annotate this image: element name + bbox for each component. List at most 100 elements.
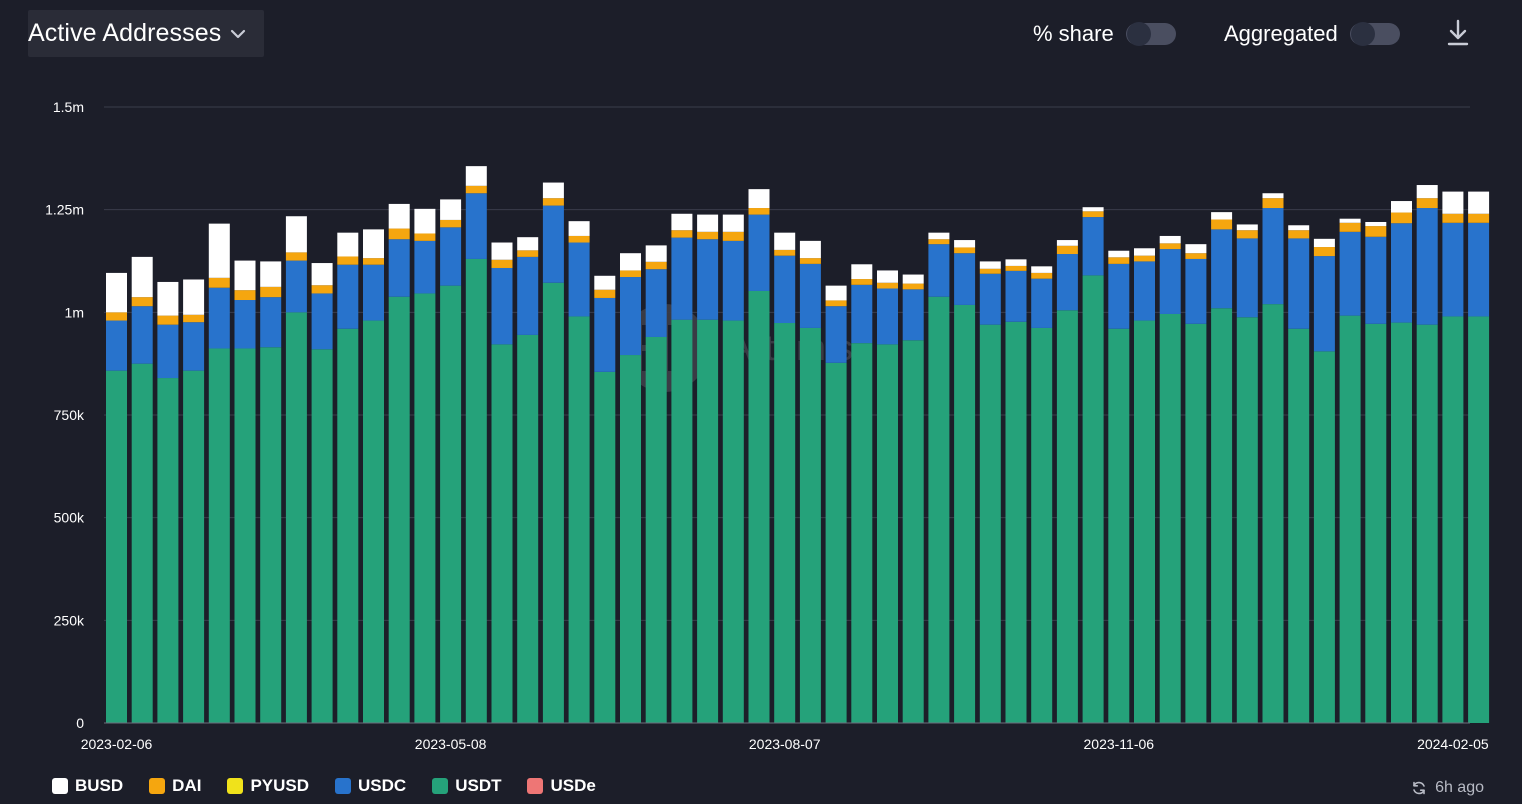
legend-item-pyusd[interactable]: PYUSD [227, 776, 309, 796]
bar-segment-dai[interactable] [285, 252, 307, 261]
bar-segment-usdc[interactable] [954, 253, 976, 305]
bar-segment-dai[interactable] [748, 208, 770, 215]
bar-segment-busd[interactable] [337, 232, 359, 257]
bar-segment-usdt[interactable] [1468, 316, 1490, 723]
bar-segment-usdc[interactable] [542, 205, 564, 283]
bar-segment-dai[interactable] [1236, 230, 1258, 239]
bar-segment-busd[interactable] [311, 263, 333, 286]
bar-segment-usdc[interactable] [285, 260, 307, 313]
bar-segment-busd[interactable] [157, 281, 179, 316]
bar-segment-dai[interactable] [825, 300, 847, 307]
bar-segment-dai[interactable] [414, 233, 436, 241]
bar-segment-busd[interactable] [1236, 224, 1258, 231]
bar-segment-busd[interactable] [877, 270, 898, 283]
bar-segment-usdt[interactable] [1134, 320, 1155, 723]
bar-segment-busd[interactable] [388, 203, 410, 229]
bar-segment-busd[interactable] [620, 253, 641, 271]
bar-segment-dai[interactable] [594, 289, 616, 298]
bar-segment-busd[interactable] [1313, 238, 1335, 248]
bar-segment-dai[interactable] [1262, 198, 1284, 209]
bar-segment-usdt[interactable] [1108, 328, 1130, 723]
bar-segment-usdt[interactable] [1416, 324, 1438, 723]
bar-segment-dai[interactable] [774, 249, 796, 256]
bar-segment-usdt[interactable] [1082, 275, 1104, 723]
legend-item-busd[interactable]: BUSD [52, 776, 123, 796]
bar-segment-dai[interactable] [645, 261, 667, 270]
bar-segment-busd[interactable] [1082, 207, 1104, 212]
bar-segment-usdt[interactable] [1442, 316, 1464, 723]
bar-segment-usdc[interactable] [234, 300, 256, 349]
bar-segment-usdc[interactable] [697, 239, 719, 320]
bar-segment-usdc[interactable] [902, 289, 924, 341]
bar-segment-dai[interactable] [106, 312, 127, 321]
bar-segment-dai[interactable] [877, 282, 898, 289]
bar-segment-busd[interactable] [1416, 185, 1438, 199]
bar-segment-dai[interactable] [1313, 247, 1335, 257]
bar-segment-usdc[interactable] [825, 306, 847, 363]
bar-segment-usdt[interactable] [106, 370, 127, 723]
bar-segment-usdt[interactable] [851, 343, 873, 723]
bar-segment-dai[interactable] [851, 279, 873, 285]
bar-segment-busd[interactable] [1262, 193, 1284, 199]
bar-segment-busd[interactable] [260, 261, 282, 287]
bar-segment-busd[interactable] [131, 256, 153, 298]
bar-segment-busd[interactable] [851, 264, 873, 280]
bar-segment-usdc[interactable] [440, 227, 462, 286]
bar-segment-usdt[interactable] [1262, 304, 1284, 723]
bar-segment-busd[interactable] [414, 208, 436, 234]
bar-segment-busd[interactable] [1442, 191, 1464, 214]
bar-segment-busd[interactable] [1391, 201, 1412, 213]
bar-segment-usdc[interactable] [1185, 258, 1207, 324]
bar-segment-dai[interactable] [902, 283, 924, 290]
bar-segment-usdc[interactable] [851, 284, 873, 344]
bar-segment-dai[interactable] [1108, 257, 1130, 264]
bar-segment-busd[interactable] [799, 240, 821, 259]
bar-segment-dai[interactable] [1442, 213, 1464, 223]
bar-segment-usdt[interactable] [697, 319, 719, 723]
bar-segment-usdc[interactable] [594, 297, 616, 372]
bar-segment-usdc[interactable] [1236, 238, 1258, 318]
bar-segment-usdt[interactable] [1031, 327, 1053, 723]
bar-segment-busd[interactable] [697, 214, 719, 232]
bar-segment-usdc[interactable] [1159, 249, 1181, 314]
bar-segment-busd[interactable] [1159, 235, 1181, 244]
bar-segment-usdt[interactable] [491, 344, 513, 723]
bar-segment-usdc[interactable] [722, 240, 744, 321]
bar-segment-busd[interactable] [285, 216, 307, 253]
bar-segment-usdt[interactable] [1391, 322, 1412, 723]
bar-segment-dai[interactable] [157, 315, 179, 325]
bar-segment-usdt[interactable] [979, 324, 1001, 723]
bar-segment-busd[interactable] [1031, 266, 1053, 273]
bar-segment-busd[interactable] [363, 229, 384, 259]
bar-segment-usdc[interactable] [1056, 254, 1078, 311]
bar-segment-busd[interactable] [722, 214, 744, 232]
bar-segment-busd[interactable] [1185, 244, 1207, 254]
bar-segment-dai[interactable] [1185, 253, 1207, 259]
bar-segment-usdt[interactable] [285, 312, 307, 723]
bar-segment-busd[interactable] [234, 260, 256, 291]
bar-segment-dai[interactable] [337, 256, 359, 265]
bar-segment-dai[interactable] [954, 247, 976, 254]
bar-segment-usdc[interactable] [106, 320, 127, 371]
bar-segment-dai[interactable] [183, 314, 205, 323]
bar-segment-busd[interactable] [1056, 240, 1078, 246]
bar-segment-dai[interactable] [234, 290, 256, 301]
bar-segment-usdc[interactable] [183, 322, 205, 371]
bar-segment-usdt[interactable] [542, 282, 564, 723]
legend-item-usdt[interactable]: USDT [432, 776, 501, 796]
legend-item-usdc[interactable]: USDC [335, 776, 406, 796]
bar-segment-busd[interactable] [902, 274, 924, 284]
bar-segment-usdt[interactable] [311, 349, 333, 723]
bar-segment-busd[interactable] [1365, 221, 1387, 227]
bar-segment-busd[interactable] [1339, 218, 1361, 223]
bar-segment-dai[interactable] [1339, 222, 1361, 232]
bar-segment-usdt[interactable] [440, 285, 462, 723]
bar-segment-dai[interactable] [1134, 255, 1155, 262]
bar-segment-usdc[interactable] [363, 264, 384, 321]
bar-segment-busd[interactable] [774, 232, 796, 250]
bar-segment-usdc[interactable] [1134, 261, 1155, 321]
bar-segment-dai[interactable] [1211, 219, 1233, 230]
bar-segment-dai[interactable] [1056, 245, 1078, 255]
bar-segment-busd[interactable] [465, 166, 487, 186]
bar-segment-usdt[interactable] [928, 296, 950, 723]
